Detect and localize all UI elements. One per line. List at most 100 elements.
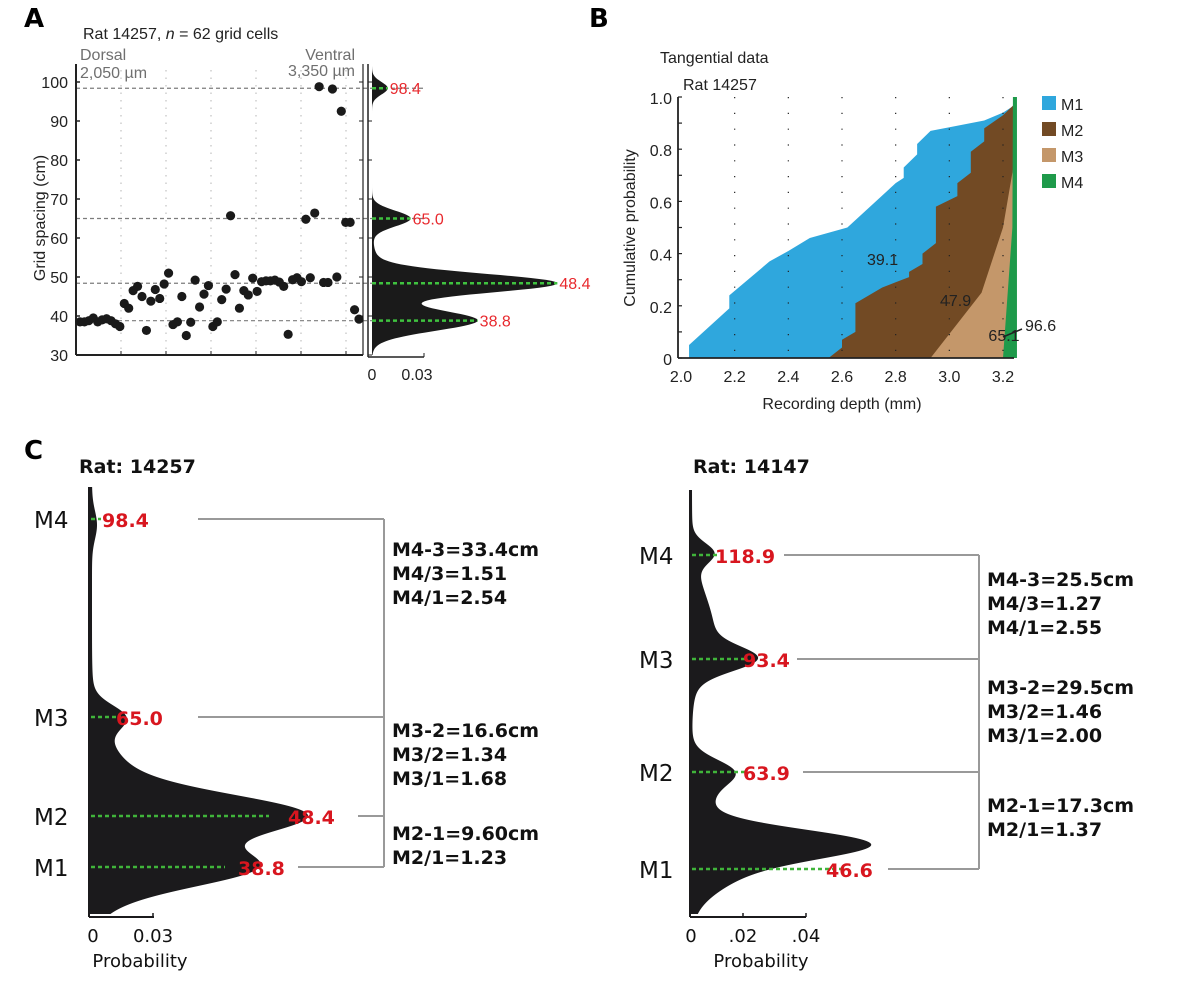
a-data-point	[221, 284, 231, 294]
c-module-label: M4	[639, 544, 673, 570]
a-data-point	[150, 284, 160, 295]
c-x-axis-label: Probability	[92, 951, 187, 972]
b-area-label-m4: 96.6	[1025, 318, 1056, 335]
a-data-point	[163, 268, 174, 278]
c-x-tick-label: .04	[792, 926, 821, 947]
c-stat-text: M2/1=1.37	[987, 819, 1102, 841]
b-legend-label-m3: M3	[1061, 149, 1083, 166]
c-density-area	[690, 490, 872, 914]
b-y-axis-label: Cumulative probability	[622, 149, 639, 306]
a-y-tick-label: 100	[41, 75, 68, 92]
b-x-tick-label: 2.6	[831, 369, 853, 386]
b-legend-label-m1: M1	[1061, 97, 1083, 114]
b-legend-swatch-m3	[1042, 148, 1056, 162]
b-axes: 0 0.2 0.4 0.6 0.8 1.0 2.0 2.2 2.4 2.6 2.8 3.0 3.2	[650, 91, 1014, 386]
a-data-point	[230, 270, 240, 280]
c-peak-value: 63.9	[743, 763, 790, 785]
a-y-ticks: 30 40 50 60 70 80 90 100	[41, 75, 363, 365]
c-peak-value: 46.6	[826, 860, 873, 882]
a-data-point	[190, 275, 200, 285]
dorsal-depth-label: 2,050 µm	[80, 65, 147, 82]
a-y-tick-label: 70	[50, 192, 68, 209]
c-x-tick-label: .02	[729, 926, 758, 947]
a-data-point	[225, 211, 236, 221]
a-data-point	[146, 296, 156, 306]
c-stat-text: M3-2=29.5cm	[987, 677, 1134, 699]
c-right-chart: Rat: 14147 0 .02 .04 Probability M4 118.9 M3 93.…	[639, 456, 1134, 972]
c-module-label: M3	[34, 706, 68, 732]
b-legend-label-m2: M2	[1061, 123, 1083, 140]
a-y-tick-label: 60	[50, 231, 68, 248]
a-y-tick-label: 40	[50, 309, 68, 326]
a-data-point	[159, 279, 169, 289]
a-points	[75, 82, 364, 341]
b-y-tick-label: 0	[663, 352, 672, 369]
b-legend-label-m4: M4	[1061, 175, 1083, 192]
b-areas	[689, 97, 1017, 358]
b-legend: M1 M2 M3 M4	[1042, 96, 1083, 192]
a-data-point	[186, 317, 196, 327]
c-module-label: M2	[639, 761, 673, 787]
b-area-labels: 39.147.965.196.6	[867, 252, 1056, 345]
b-y-tick-label: 1.0	[650, 91, 672, 108]
b-x-tick-label: 3.2	[992, 369, 1014, 386]
a-data-point	[296, 277, 307, 287]
c-stat-text: M3/2=1.34	[392, 744, 507, 766]
b-legend-swatch-m4	[1042, 174, 1056, 188]
c-module-label: M1	[34, 856, 68, 882]
a-data-point	[155, 293, 165, 304]
ventral-label: Ventral	[305, 47, 355, 64]
c-peak-value: 65.0	[116, 708, 163, 730]
c-peak-value: 98.4	[102, 510, 149, 532]
a-module-lines	[76, 87, 425, 322]
c-stat-text: M2-1=9.60cm	[392, 823, 539, 845]
b-y-tick-label: 0.4	[650, 248, 672, 265]
a-histogram: 0 0.03 98.4 65.0 48.4 38.8	[367, 64, 591, 384]
a-data-point	[132, 281, 143, 291]
a-y-tick-label: 80	[50, 153, 68, 170]
a-data-point	[314, 82, 324, 92]
c-stat-text: M4/3=1.51	[392, 563, 507, 585]
a-data-point	[199, 289, 209, 299]
b-area-label-m2: 47.9	[940, 293, 971, 310]
a-peak-label: 65.0	[413, 212, 444, 229]
c-x-tick-label: 0	[87, 926, 98, 947]
c-x-axis-label: Probability	[713, 951, 808, 972]
a-axes	[75, 64, 364, 356]
b-legend-swatch-m1	[1042, 96, 1056, 110]
c-stat-text: M3/1=2.00	[987, 725, 1102, 747]
c-title: Rat: 14147	[693, 456, 810, 478]
ventral-depth-label: 3,350 µm	[288, 63, 355, 80]
c-peak-value: 118.9	[715, 546, 775, 568]
c-module-label: M2	[34, 805, 68, 831]
b-x-tick-label: 3.0	[938, 369, 960, 386]
a-data-point	[323, 277, 333, 288]
a-peak-label: 48.4	[559, 276, 590, 293]
a-hist-x-tick-label: 0.03	[401, 367, 432, 384]
a-data-point	[332, 272, 342, 282]
a-y-tick-label: 30	[50, 348, 68, 365]
panel-b-title-line2: Rat 14257	[683, 77, 757, 94]
b-legend-swatch-m2	[1042, 122, 1056, 136]
c-stat-text: M4-3=25.5cm	[987, 569, 1134, 591]
a-data-point	[203, 280, 214, 291]
b-x-tick-label: 2.2	[724, 369, 746, 386]
b-area-m2	[828, 104, 1016, 358]
b-x-tick-label: 2.0	[670, 369, 692, 386]
a-data-point	[124, 303, 134, 313]
a-data-point	[217, 295, 227, 305]
c-stat-text: M2/1=1.23	[392, 847, 507, 869]
c-stat-text: M4-3=33.4cm	[392, 539, 539, 561]
y-axis-label: Grid spacing (cm)	[32, 155, 49, 281]
a-data-point	[243, 290, 253, 300]
c-x-tick-label: 0.03	[133, 926, 173, 947]
c-stat-text: M3/2=1.46	[987, 701, 1102, 723]
b-area-m4	[1003, 97, 1017, 358]
a-y-tick-label: 50	[50, 270, 68, 287]
a-data-point	[177, 291, 187, 302]
panel-c: Rat: 14257 0 0.03 Probability M4 98.4 M3 65.0 M2…	[34, 456, 1134, 972]
a-data-point	[327, 84, 338, 94]
b-y-tick-label: 0.8	[650, 143, 672, 160]
a-data-point	[310, 208, 320, 218]
